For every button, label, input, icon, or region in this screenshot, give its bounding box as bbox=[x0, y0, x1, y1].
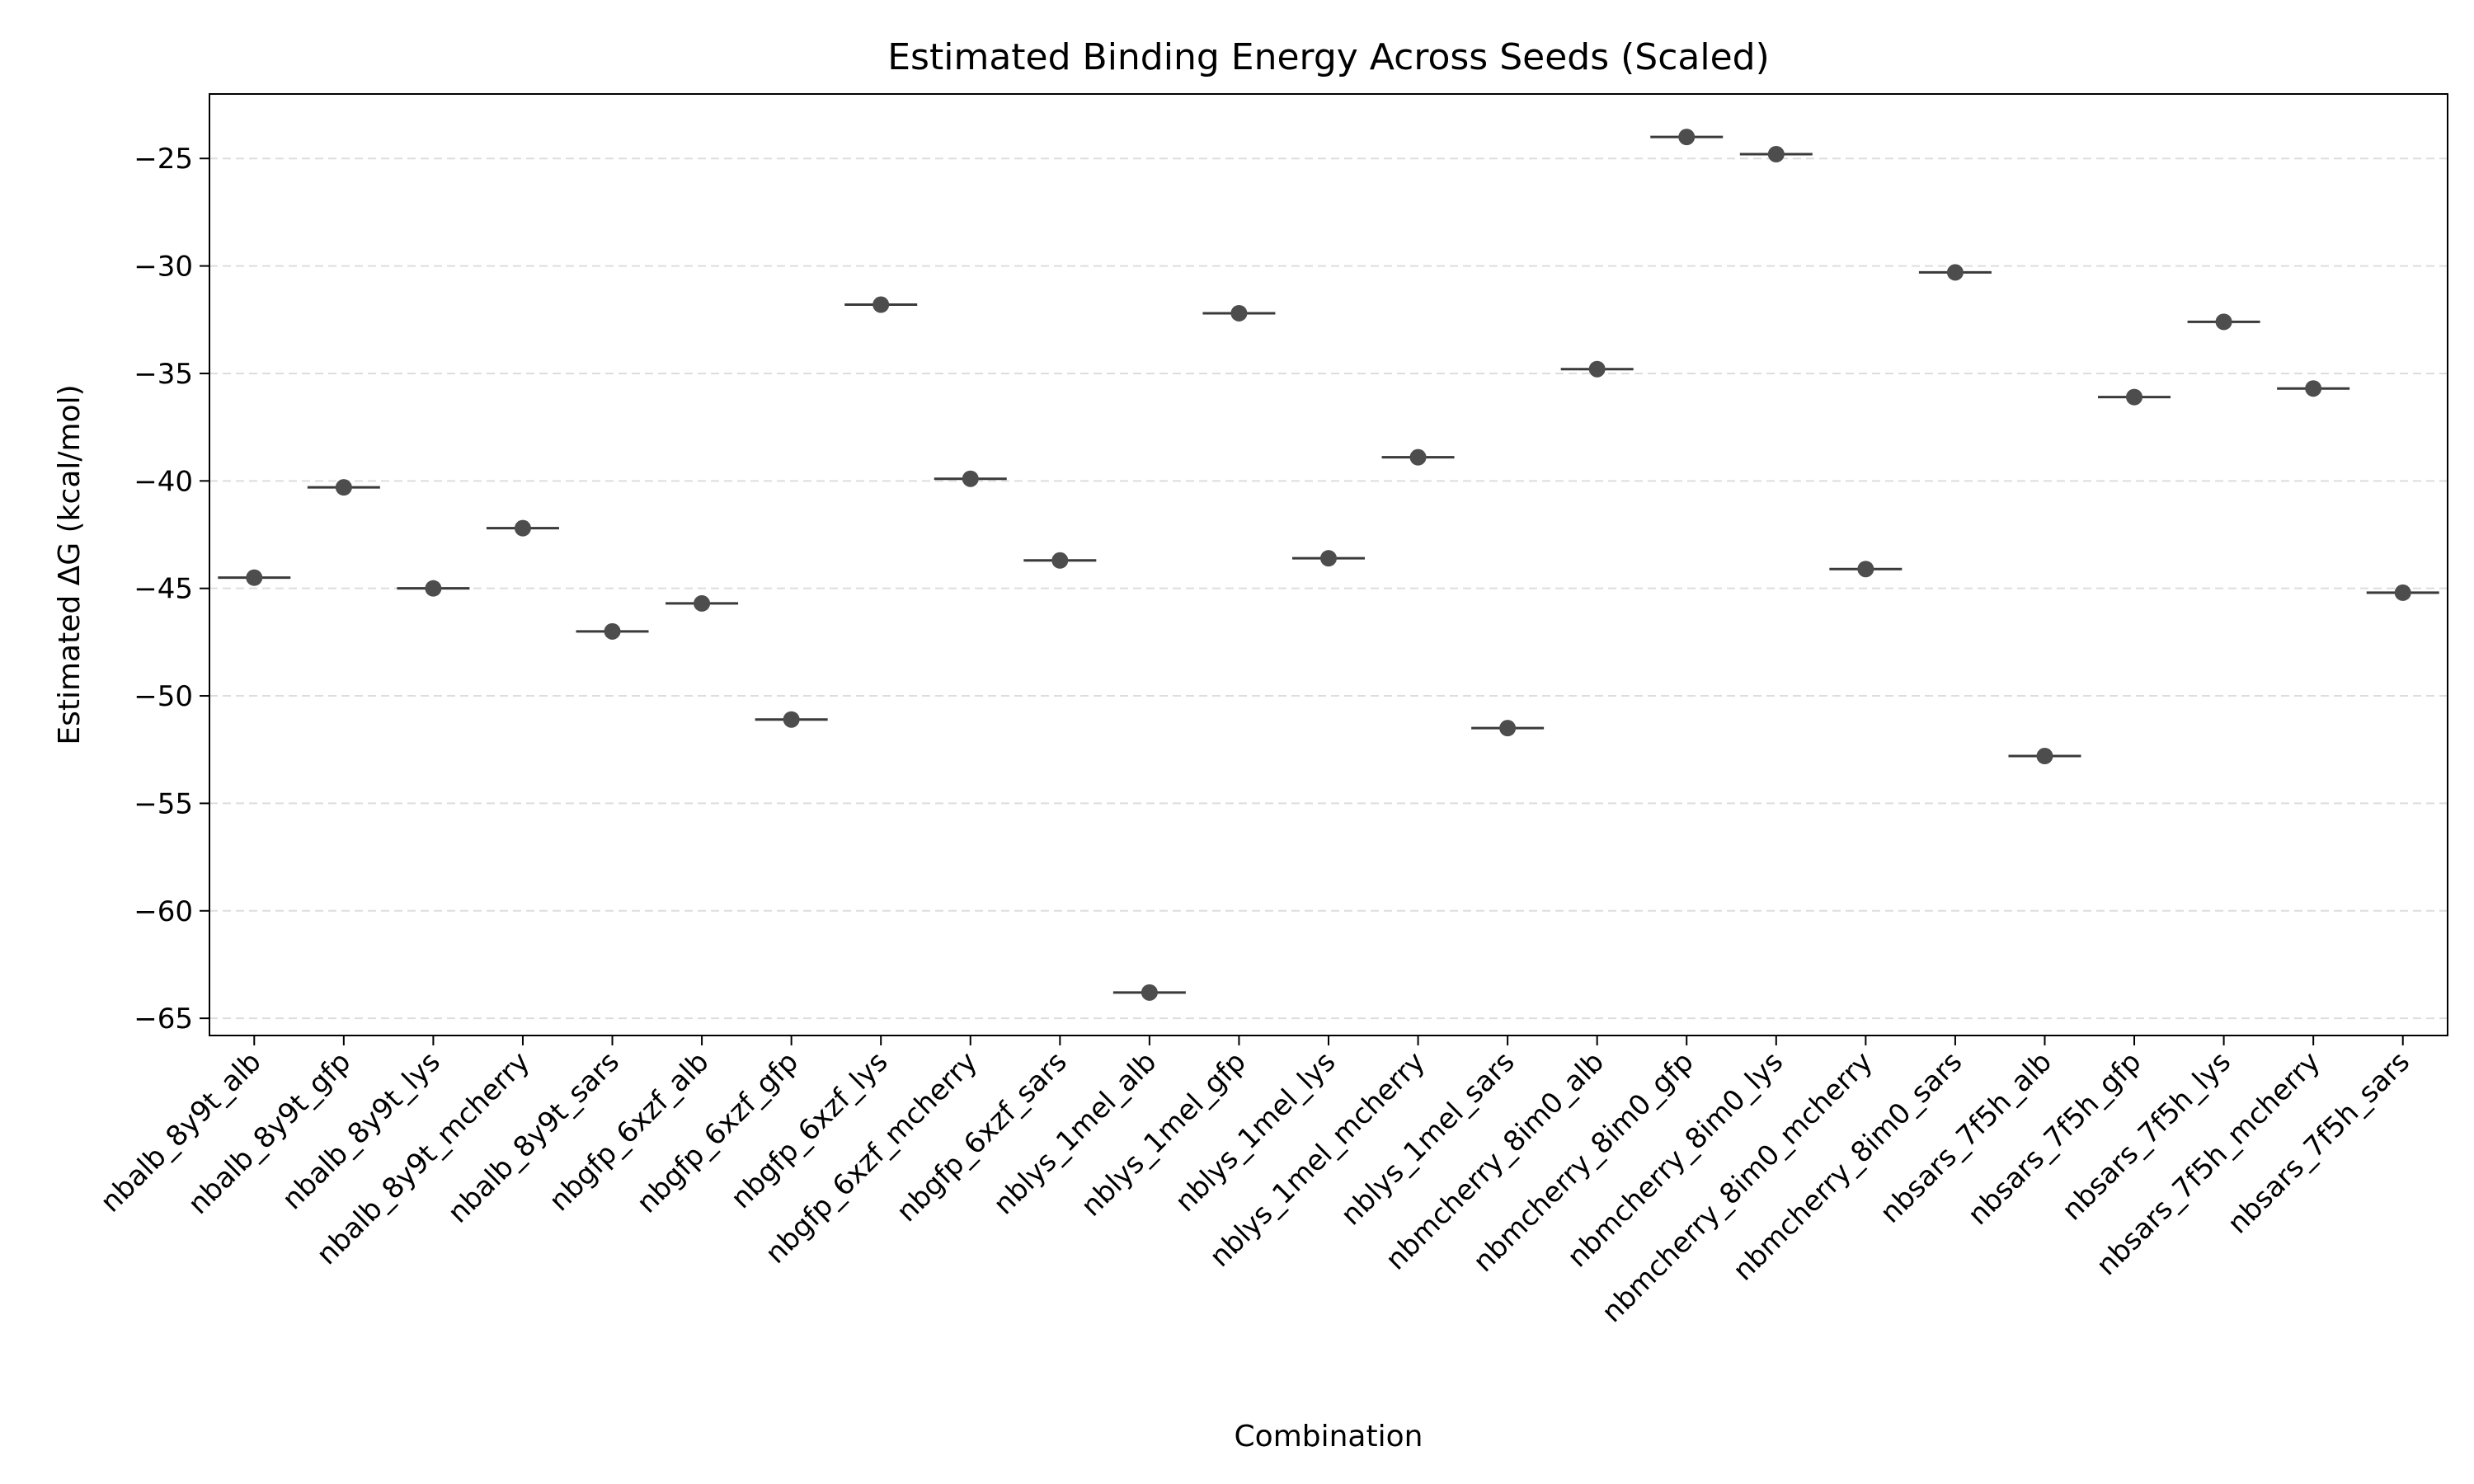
y-tick-label: −65 bbox=[134, 1003, 193, 1036]
data-point bbox=[1141, 984, 1158, 1001]
x-tick-label: nbalb_8y9t_lys bbox=[276, 1045, 447, 1216]
y-tick-label: −55 bbox=[134, 787, 193, 820]
x-tick-label: nblys_1mel_lys bbox=[1169, 1045, 1342, 1219]
y-tick-label: −30 bbox=[134, 251, 193, 284]
data-point bbox=[604, 622, 621, 640]
data-point bbox=[962, 470, 979, 487]
data-point bbox=[2126, 388, 2143, 406]
y-axis-title: Estimated ΔG (kcal/mol) bbox=[53, 384, 87, 744]
y-tick-label: −50 bbox=[134, 680, 193, 713]
data-point bbox=[335, 479, 352, 496]
x-axis: nbalb_8y9t_albnbalb_8y9t_gfpnbalb_8y9t_l… bbox=[94, 1036, 2416, 1329]
x-tick-label: nblys_1mel_alb bbox=[987, 1045, 1163, 1221]
data-point bbox=[2215, 313, 2232, 331]
data-point bbox=[425, 580, 442, 597]
data-point bbox=[2305, 380, 2322, 397]
data-point bbox=[1588, 360, 1606, 378]
data-point bbox=[2036, 748, 2053, 765]
data-point bbox=[1230, 304, 1248, 322]
data-point bbox=[246, 569, 263, 586]
y-tick-label: −25 bbox=[134, 143, 193, 176]
data-point bbox=[1946, 264, 1964, 281]
y-tick-label: −45 bbox=[134, 573, 193, 606]
x-tick-label: nbgfp_6xzf_sars bbox=[891, 1045, 1074, 1228]
x-tick-label: nbalb_8y9t_alb bbox=[94, 1045, 267, 1219]
data-point bbox=[1320, 550, 1337, 567]
data-point bbox=[1409, 448, 1427, 466]
x-tick-label: nbgfp_6xzf_gfp bbox=[631, 1045, 805, 1219]
data-point bbox=[1857, 561, 1874, 578]
data-marks bbox=[218, 129, 2439, 1001]
x-tick-label: nbgfp_6xzf_lys bbox=[725, 1045, 895, 1215]
y-tick-label: −40 bbox=[134, 465, 193, 498]
y-tick-label: −35 bbox=[134, 358, 193, 391]
plot-frame bbox=[209, 93, 2448, 1036]
data-point bbox=[514, 519, 531, 537]
data-point bbox=[783, 711, 800, 728]
data-point bbox=[2394, 584, 2411, 601]
chart-title: Estimated Binding Energy Across Seeds (S… bbox=[887, 36, 1770, 78]
x-tick-label: nbalb_8y9t_sars bbox=[441, 1045, 625, 1229]
data-point bbox=[1499, 720, 1517, 737]
x-tick-label: nblys_1mel_gfp bbox=[1075, 1045, 1252, 1223]
data-point bbox=[872, 296, 890, 313]
data-point bbox=[1678, 129, 1696, 146]
y-tick-label: −60 bbox=[134, 895, 193, 928]
data-point bbox=[1767, 146, 1785, 163]
x-tick-label: nbsars_7f5h_alb bbox=[1874, 1045, 2058, 1229]
x-tick-label: nbalb_8y9t_gfp bbox=[181, 1045, 357, 1221]
x-tick-label: nbgfp_6xzf_alb bbox=[543, 1045, 715, 1218]
grid-lines bbox=[209, 157, 2448, 1020]
data-point bbox=[694, 594, 711, 612]
x-tick-label: nbsars_7f5h_lys bbox=[2056, 1045, 2237, 1227]
y-axis: −25 −30 −35 −40 −45 −50 −55 −60 −65 bbox=[134, 143, 209, 1036]
x-axis-title: Combination bbox=[1235, 1420, 1423, 1453]
data-point bbox=[1051, 552, 1069, 569]
